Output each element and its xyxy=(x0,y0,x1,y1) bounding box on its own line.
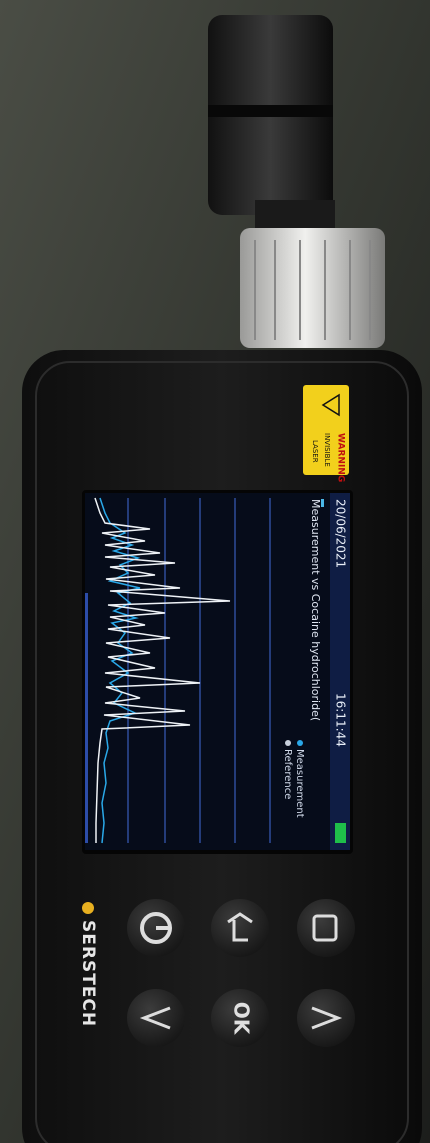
brand: SERSTECH xyxy=(78,920,98,1027)
collar xyxy=(240,228,385,348)
screen: 20/06/2021 16:11:44 Measurement vs Cocai… xyxy=(85,493,350,850)
back-button[interactable] xyxy=(211,899,269,957)
save-button[interactable] xyxy=(297,899,355,957)
screen-title: Measurement vs Cocaine hydrochloride( xyxy=(309,499,322,721)
lens-groove xyxy=(208,105,333,117)
time: 16:11:44 xyxy=(334,693,348,747)
page: WARNING INVISIBLE LASER 20/06/2021 16:11… xyxy=(0,0,430,1143)
warning-title: WARNING xyxy=(336,433,346,482)
battery xyxy=(335,823,346,843)
left-button[interactable] xyxy=(127,989,185,1047)
legend-entry: Reference xyxy=(282,749,293,799)
ok-label: OK xyxy=(230,1002,254,1036)
photo: WARNING INVISIBLE LASER 20/06/2021 16:11… xyxy=(0,0,430,1143)
brand-group: SERSTECH xyxy=(78,902,98,1027)
warning-line: INVISIBLE xyxy=(323,433,331,467)
warning-line: LASER xyxy=(311,440,319,463)
date: 20/06/2021 xyxy=(334,499,348,568)
right-button[interactable] xyxy=(297,989,355,1047)
legend-entry: Measurement xyxy=(294,749,305,818)
